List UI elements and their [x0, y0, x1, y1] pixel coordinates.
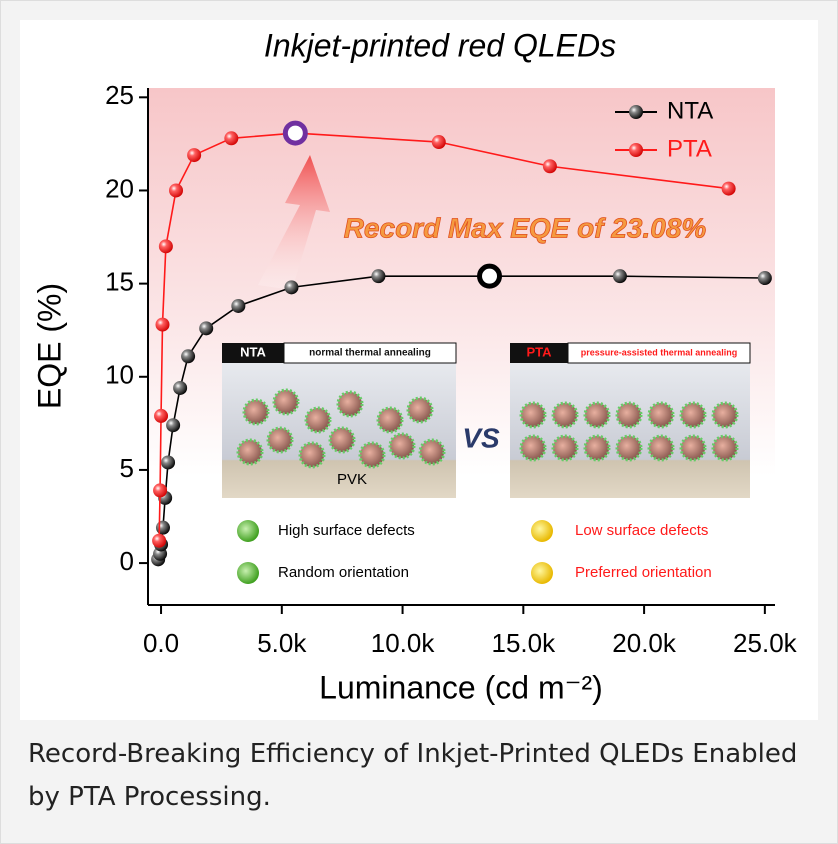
inset-heading: pressure-assisted thermal annealing	[581, 347, 738, 357]
y-tick-label: 5	[120, 453, 134, 483]
icon-smile	[531, 562, 553, 584]
y-tick-label: 0	[120, 546, 134, 576]
marker	[155, 318, 169, 332]
y-tick-label: 20	[105, 173, 134, 203]
inset-note: Random orientation	[278, 564, 409, 581]
highlight-marker	[480, 266, 500, 286]
x-axis-label: Luminance (cd m⁻²)	[319, 669, 603, 705]
inset-note: Preferred orientation	[575, 564, 712, 581]
marker	[284, 280, 298, 294]
x-tick-label: 20.0k	[612, 628, 677, 658]
marker	[543, 159, 557, 173]
chart: Inkjet-printed red QLEDs Luminance (cd m…	[0, 0, 838, 722]
highlight-marker	[285, 123, 305, 143]
annotation: Record Max EQE of 23.08%	[344, 212, 707, 243]
marker	[758, 271, 772, 285]
icon-sad	[237, 562, 259, 584]
icon-sad	[237, 520, 259, 542]
marker	[173, 381, 187, 395]
marker	[169, 183, 183, 197]
marker	[613, 269, 627, 283]
marker	[181, 349, 195, 363]
marker	[166, 418, 180, 432]
icon-smile	[531, 520, 553, 542]
x-tick-label: 15.0k	[492, 628, 557, 658]
legend-label: NTA	[667, 97, 713, 124]
inset-heading: normal thermal annealing	[309, 348, 431, 359]
legend-label: PTA	[667, 135, 712, 162]
inset-tag: NTA	[240, 344, 266, 359]
marker	[152, 534, 166, 548]
y-tick-label: 25	[105, 80, 134, 110]
marker	[199, 321, 213, 335]
marker	[224, 131, 238, 145]
marker	[187, 148, 201, 162]
chart-title: Inkjet-printed red QLEDs	[264, 27, 616, 63]
inset-vs: VS	[462, 422, 500, 453]
legend-marker	[629, 143, 643, 157]
legend-marker	[629, 105, 643, 119]
marker	[161, 455, 175, 469]
y-axis-label: EQE (%)	[31, 283, 67, 409]
inset-note: High surface defects	[278, 522, 415, 539]
x-tick-label: 5.0k	[257, 628, 307, 658]
caption: Record-Breaking Efficiency of Inkjet-Pri…	[28, 733, 818, 819]
marker	[722, 182, 736, 196]
marker	[432, 135, 446, 149]
marker	[153, 483, 167, 497]
marker	[159, 239, 173, 253]
marker	[231, 299, 245, 313]
y-tick-label: 15	[105, 266, 134, 296]
inset-layer: PVK	[337, 471, 367, 488]
inset-tag: PTA	[526, 344, 552, 359]
inset-note: Low surface defects	[575, 522, 708, 539]
x-tick-label: 10.0k	[371, 628, 436, 658]
marker	[371, 269, 385, 283]
marker	[154, 409, 168, 423]
y-tick-label: 10	[105, 360, 134, 390]
x-tick-label: 0.0	[143, 628, 179, 658]
marker	[156, 521, 170, 535]
x-tick-label: 25.0k	[733, 628, 798, 658]
